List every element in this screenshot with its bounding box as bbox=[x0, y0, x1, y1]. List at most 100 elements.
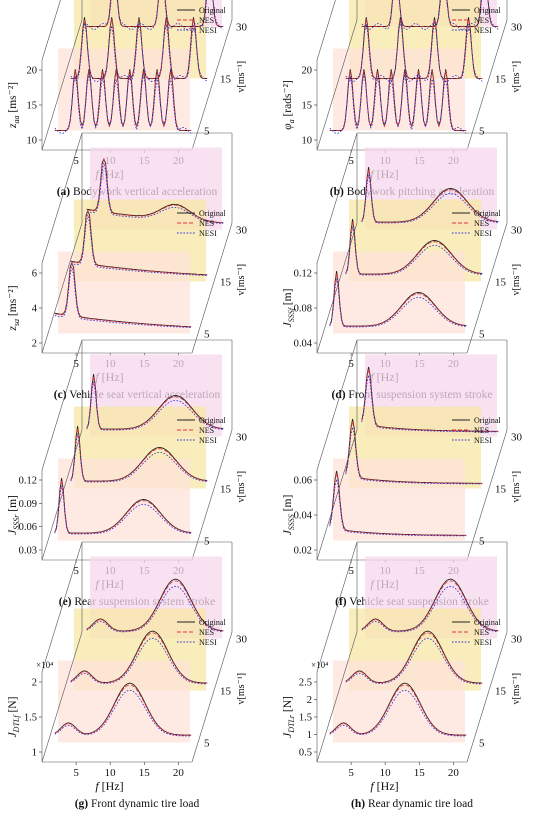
y-tick-label: 0.04 bbox=[294, 511, 313, 522]
slice-plane bbox=[333, 458, 465, 541]
y-tick-label: 0.03 bbox=[19, 546, 37, 557]
legend-label: NES bbox=[474, 426, 489, 435]
y-label-symbol: φ bbox=[282, 123, 294, 130]
v-axis-line bbox=[191, 429, 233, 561]
axes-frame bbox=[41, 541, 233, 763]
v-tick-label: 15 bbox=[495, 686, 507, 698]
v-axis-label: v[ms⁻¹] bbox=[236, 61, 247, 93]
x-tick-label: 10 bbox=[105, 767, 117, 779]
legend-label: NES bbox=[474, 16, 489, 25]
y-label-subscript: DTLf bbox=[12, 714, 21, 734]
v-tick-label: 5 bbox=[204, 738, 210, 750]
v-axis-label: v[ms⁻¹] bbox=[511, 61, 522, 93]
legend-label: NES bbox=[199, 219, 214, 228]
y-tick-label: 1 bbox=[32, 748, 37, 759]
v-axis-line bbox=[466, 19, 508, 151]
v-tick-label: 30 bbox=[236, 22, 248, 34]
y-label-unit: [ms⁻²] bbox=[7, 82, 19, 115]
y-label-symbol: z bbox=[7, 326, 19, 332]
v-axis-label: v[ms⁻¹] bbox=[236, 673, 247, 705]
y-tick-label: 4 bbox=[32, 304, 38, 315]
series-line-nes-v30 bbox=[86, 580, 224, 632]
top-left-line bbox=[316, 132, 358, 264]
x-tick-label: 5 bbox=[73, 155, 79, 167]
x-label-unit: [Hz] bbox=[374, 779, 399, 793]
x-tick-label: 5 bbox=[348, 358, 354, 370]
series-line-nesi-v15 bbox=[345, 226, 483, 276]
depth-axis-line bbox=[41, 19, 83, 151]
y-tick-label: 0.04 bbox=[294, 339, 313, 350]
y-axis-label: JDTLf [N] bbox=[7, 697, 21, 738]
slice-plane bbox=[58, 251, 190, 334]
y-tick-label: 0.08 bbox=[294, 304, 312, 315]
y-tick-label: 2.5 bbox=[299, 678, 312, 689]
v-tick-label: 15 bbox=[220, 74, 232, 86]
v-axis-label: v[ms⁻¹] bbox=[511, 471, 522, 503]
v-tick-label: 30 bbox=[511, 634, 523, 646]
top-left-line bbox=[41, 132, 83, 264]
slice-plane bbox=[58, 458, 190, 541]
x-label-unit: [Hz] bbox=[99, 779, 124, 793]
series-line-nes-v30 bbox=[86, 375, 224, 430]
v-tick-label: 5 bbox=[479, 738, 485, 750]
y-axis-label: JDTLr [N] bbox=[282, 696, 296, 738]
series-line-nesi-v5 bbox=[54, 73, 192, 134]
legend-label: NESI bbox=[474, 26, 492, 35]
x-label-symbol: f bbox=[95, 779, 100, 793]
series-line-nes-v5 bbox=[329, 684, 467, 736]
series-line-nes-v30 bbox=[86, 157, 224, 224]
y-label-symbol: J bbox=[282, 529, 294, 535]
x-tick-label: 20 bbox=[173, 767, 185, 779]
v-tick-label: 15 bbox=[495, 277, 507, 289]
y-label-symbol: z bbox=[7, 123, 19, 129]
series-line-nesi-v15 bbox=[70, 214, 208, 276]
series-line-nes-v30 bbox=[86, 0, 224, 27]
top-left-line bbox=[41, 0, 61, 61]
x-axis-label: f [Hz] bbox=[370, 779, 398, 793]
y-tick-label: 1 bbox=[307, 730, 312, 741]
y-label-unit: [m] bbox=[282, 289, 294, 308]
x-tick-label: 10 bbox=[380, 767, 392, 779]
v-tick-label: 30 bbox=[511, 432, 523, 444]
caption-letter: (b) bbox=[330, 186, 344, 198]
depth-axis-line bbox=[316, 19, 358, 151]
series-line-nes-v5 bbox=[54, 684, 192, 736]
legend-label: NESI bbox=[474, 638, 492, 647]
v-axis-line bbox=[466, 429, 508, 561]
depth-axis-line bbox=[316, 631, 358, 763]
x-tick-label: 5 bbox=[348, 767, 354, 779]
y-axis-label: zaa [ms⁻²] bbox=[7, 82, 21, 129]
v-tick-label: 5 bbox=[479, 329, 485, 341]
caption-letter: (h) bbox=[351, 798, 365, 810]
y-tick-label: 20 bbox=[302, 66, 313, 77]
v-axis-label: v[ms⁻¹] bbox=[236, 471, 247, 503]
legend-label: Original bbox=[474, 6, 501, 15]
series-line-nesi-v5 bbox=[54, 689, 192, 737]
series-line-nesi-v15 bbox=[345, 21, 483, 82]
depth-axis-line bbox=[41, 222, 83, 354]
series-line-nes-v15 bbox=[70, 19, 208, 79]
v-tick-label: 5 bbox=[204, 536, 210, 548]
legend-label: NESI bbox=[199, 26, 217, 35]
legend-label: NES bbox=[199, 16, 214, 25]
x-tick-label: 15 bbox=[414, 767, 426, 779]
series-line-nes-v5 bbox=[329, 472, 467, 536]
legend-label: NESI bbox=[199, 436, 217, 445]
y-tick-label: 2 bbox=[307, 695, 312, 706]
panel-h: 5 10 15 20 f [Hz] 5 15 30 v[ms⁻¹] 0.5 1 1.5 2 2.5 ×10⁴… bbox=[282, 541, 523, 810]
caption-letter: (g) bbox=[75, 798, 89, 810]
v-axis-line bbox=[191, 222, 233, 354]
top-left-line bbox=[316, 339, 358, 471]
series-line-nesi-v30 bbox=[361, 174, 499, 224]
y-axis-label: JSSSr [m] bbox=[7, 495, 21, 535]
series-line-nes-v5 bbox=[329, 272, 467, 327]
panel-g: 5 10 15 20 f [Hz] 5 15 30 v[ms⁻¹] 1 1.5 2 ×10⁴ JDTLf … bbox=[7, 541, 248, 810]
series-line-nes-v5 bbox=[54, 261, 192, 328]
x-tick-label: 5 bbox=[73, 565, 79, 577]
y-tick-label: 0.12 bbox=[294, 269, 312, 280]
y-tick-label: 15 bbox=[27, 101, 38, 112]
